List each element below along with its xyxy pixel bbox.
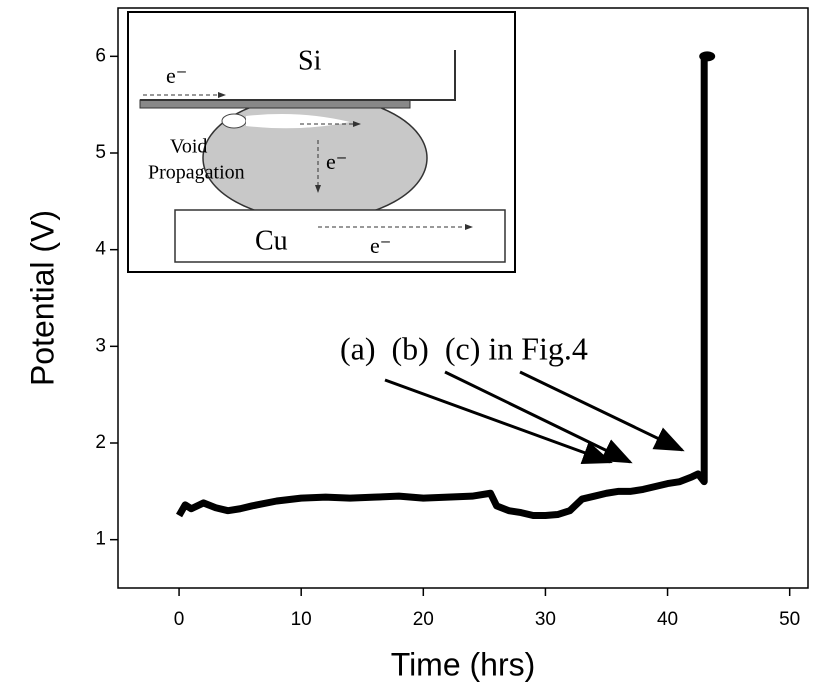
data-line (176, 56, 708, 519)
inset-label: Void (170, 136, 207, 158)
y-tick-label: 6 (95, 45, 106, 66)
plot-frame (117, 7, 809, 589)
interface (139, 99, 411, 109)
x-tick-label: 30 (535, 609, 556, 630)
y-tick-label: 5 (95, 142, 106, 163)
y-tick-label: 2 (95, 432, 106, 453)
inset: Si Cu Void Propagation e⁻ e⁻ e⁻ (127, 11, 516, 273)
solder-ball (202, 108, 428, 210)
annotation: (a) (b) (c) in Fig.4 (340, 330, 588, 366)
inset-label: e⁻ (326, 149, 347, 174)
cu-block (174, 209, 506, 263)
x-tick-label: 50 (779, 609, 800, 630)
x-axis-label: Time (hrs) (391, 646, 536, 682)
inset-label: Propagation (148, 162, 245, 184)
end-marker (699, 51, 716, 62)
inset-label: e⁻ (166, 63, 187, 88)
inset-label: Si (298, 45, 322, 76)
si-outline (140, 50, 456, 101)
inset-label: e⁻ (370, 233, 391, 258)
y-tick-label: 1 (95, 529, 106, 550)
y-axis-label: Potential (V) (24, 210, 60, 386)
x-tick-label: 40 (657, 609, 678, 630)
annotation-arrow (444, 370, 633, 464)
annotation-arrow (384, 378, 613, 465)
x-tick-label: 20 (413, 609, 434, 630)
x-tick-label: 10 (291, 609, 312, 630)
annotation-arrow (519, 370, 685, 452)
void-trail (246, 114, 350, 129)
y-tick-label: 4 (95, 239, 106, 260)
x-tick-label: 0 (174, 609, 185, 630)
inset-label: Cu (255, 225, 288, 256)
y-tick-label: 3 (95, 335, 106, 356)
void (221, 113, 247, 129)
